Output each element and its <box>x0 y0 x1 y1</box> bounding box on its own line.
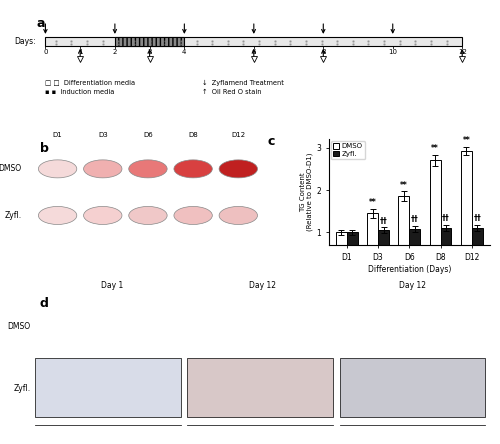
Bar <box>367 213 378 275</box>
Text: 10: 10 <box>388 49 397 55</box>
FancyBboxPatch shape <box>46 37 462 46</box>
Bar <box>336 232 347 275</box>
Bar <box>188 425 333 444</box>
Bar <box>378 230 389 275</box>
Text: D1: D1 <box>52 132 62 138</box>
Text: 8: 8 <box>321 49 326 55</box>
Text: DMSO: DMSO <box>0 164 22 173</box>
Bar <box>430 160 440 275</box>
Circle shape <box>84 160 122 178</box>
Text: D8: D8 <box>188 132 198 138</box>
Bar <box>410 229 420 275</box>
Text: D3: D3 <box>98 132 108 138</box>
Text: ††: †† <box>411 215 418 224</box>
Text: c: c <box>268 135 274 148</box>
Text: ††: †† <box>442 214 450 223</box>
Circle shape <box>38 160 77 178</box>
FancyBboxPatch shape <box>115 37 184 46</box>
Bar <box>398 196 409 275</box>
Text: **: ** <box>400 181 407 190</box>
Bar <box>472 228 482 275</box>
Text: DMSO: DMSO <box>8 321 30 331</box>
Y-axis label: TG Content
(Relative to DMSO-D1): TG Content (Relative to DMSO-D1) <box>300 153 314 231</box>
Text: a: a <box>36 17 45 30</box>
Circle shape <box>174 206 212 225</box>
Text: ↓  Zyflamend Treatment: ↓ Zyflamend Treatment <box>202 79 283 86</box>
Text: ▪ ▪  Induction media: ▪ ▪ Induction media <box>46 89 115 95</box>
Circle shape <box>84 206 122 225</box>
Text: Days:: Days: <box>14 37 36 46</box>
Text: 0: 0 <box>43 49 48 55</box>
Circle shape <box>174 160 212 178</box>
Bar <box>340 425 486 444</box>
Text: 6: 6 <box>252 49 256 55</box>
Text: **: ** <box>462 136 470 145</box>
Bar <box>35 358 180 417</box>
Bar <box>440 228 452 275</box>
Text: D6: D6 <box>143 132 153 138</box>
Text: b: b <box>40 143 48 155</box>
Text: Zyfl.: Zyfl. <box>4 211 21 220</box>
Text: ↑  Oil Red O stain: ↑ Oil Red O stain <box>202 89 261 95</box>
Text: Zyfl.: Zyfl. <box>14 385 30 393</box>
Circle shape <box>128 160 167 178</box>
Circle shape <box>219 206 258 225</box>
Text: Day 12: Day 12 <box>249 281 276 290</box>
Bar <box>347 232 358 275</box>
Circle shape <box>38 206 77 225</box>
X-axis label: Differentiation (Days): Differentiation (Days) <box>368 265 451 274</box>
Text: 3: 3 <box>148 49 152 55</box>
Legend: DMSO, Zyfl.: DMSO, Zyfl. <box>330 141 365 159</box>
Bar <box>461 151 471 275</box>
Circle shape <box>219 160 258 178</box>
Text: 1: 1 <box>78 49 82 55</box>
Bar <box>340 358 486 417</box>
Text: 2: 2 <box>112 49 117 55</box>
Text: ††: †† <box>474 214 481 223</box>
Text: □ □  Differentiation media: □ □ Differentiation media <box>46 79 136 85</box>
Text: d: d <box>40 297 48 310</box>
Text: Day 12: Day 12 <box>399 281 426 290</box>
Circle shape <box>128 206 167 225</box>
Text: **: ** <box>369 198 376 207</box>
Text: ††: †† <box>380 217 388 226</box>
Text: 12: 12 <box>458 49 466 55</box>
Bar <box>35 425 180 444</box>
Text: 4: 4 <box>182 49 186 55</box>
Bar <box>188 358 333 417</box>
Text: D12: D12 <box>231 132 246 138</box>
Text: Day 1: Day 1 <box>101 281 124 290</box>
Text: **: ** <box>431 144 439 153</box>
